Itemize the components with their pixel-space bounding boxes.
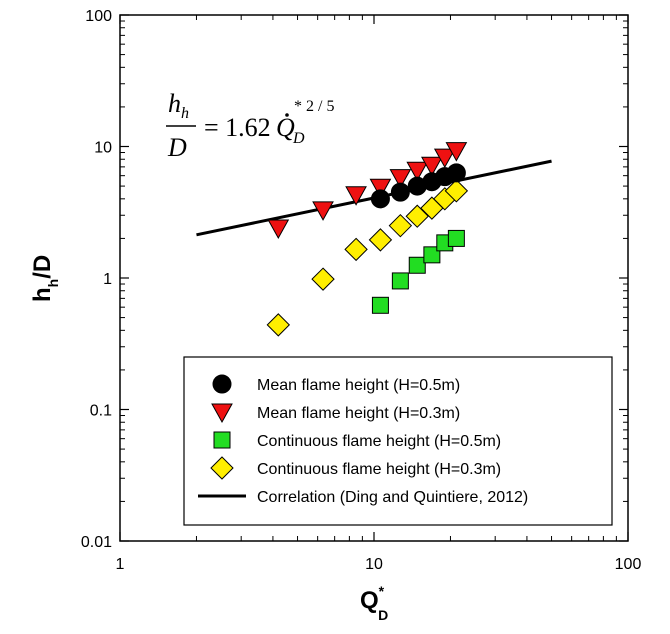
- axis-ticks: 1 10 100 0.01 0.1 1 10 100: [81, 8, 642, 573]
- legend-items: Mean flame height (H=0.5m) Mean flame hei…: [198, 374, 528, 506]
- data-point-square: [408, 256, 426, 274]
- data-point-square: [423, 246, 441, 264]
- data-point-square: [447, 229, 465, 247]
- y-axis-label: hh/D: [29, 255, 61, 302]
- data-point-triangle-down: [433, 148, 456, 169]
- data-point-triangle-down: [389, 169, 412, 189]
- legend-swatch-square: [213, 431, 231, 449]
- data-point-triangle-down: [312, 201, 334, 221]
- x-tick-label: 10: [365, 556, 383, 573]
- legend-label: Continuous flame height (H=0.3m): [257, 461, 501, 478]
- data-point-diamond: [266, 313, 291, 337]
- data-point-diamond: [405, 204, 429, 228]
- eq-rhs-coef: = 1.62: [204, 113, 271, 142]
- y-tick-label: 0.1: [90, 403, 112, 420]
- x-tick-label: 1: [116, 556, 125, 573]
- data-point-circle: [370, 189, 390, 209]
- legend-label: Mean flame height (H=0.3m): [257, 405, 460, 422]
- data-point-circle: [446, 163, 466, 183]
- legend-swatch-diamond: [210, 456, 234, 480]
- eq-rhs-var: Q: [276, 113, 295, 142]
- legend-label: Continuous flame height (H=0.5m): [257, 433, 501, 450]
- data-point-diamond: [444, 179, 469, 203]
- data-point-circle: [390, 182, 410, 202]
- y-tick-label: 1: [103, 271, 112, 288]
- legend-swatch-circle: [212, 374, 232, 394]
- equation-annotation: hh D = 1.62 Q D * 2 / 5: [166, 89, 334, 162]
- data-point-square: [371, 296, 389, 314]
- data-point-square: [391, 272, 409, 290]
- eq-rhs-var-sub: D: [292, 130, 305, 147]
- data-point-diamond: [388, 213, 413, 238]
- legend-label: Mean flame height (H=0.5m): [257, 377, 460, 394]
- x-tick-label: 100: [615, 556, 642, 573]
- data-point-diamond: [311, 267, 335, 291]
- legend-swatch-triangle-down: [211, 403, 233, 424]
- eq-dot-accent: [285, 113, 289, 117]
- data-point-triangle-down: [369, 178, 392, 199]
- data-point-triangle-down: [445, 142, 468, 162]
- data-point-triangle-down: [421, 156, 443, 177]
- data-markers: [266, 142, 469, 337]
- x-axis-label: Q* D: [360, 583, 388, 623]
- data-point-triangle-down: [267, 219, 290, 240]
- data-point-diamond: [344, 237, 368, 262]
- y-tick-label: 0.01: [81, 534, 112, 551]
- y-tick-label: 100: [85, 8, 112, 25]
- legend-box: [183, 356, 613, 526]
- data-point-triangle-down: [406, 161, 429, 182]
- eq-rhs-exp: * 2 / 5: [294, 98, 334, 115]
- data-point-diamond: [368, 228, 393, 252]
- eq-lhs-num: hh: [168, 89, 189, 122]
- y-tick-label: 10: [94, 140, 112, 157]
- legend: Mean flame height (H=0.5m) Mean flame hei…: [183, 356, 613, 526]
- legend-label: Correlation (Ding and Quintiere, 2012): [257, 489, 528, 506]
- data-point-triangle-down: [345, 186, 367, 206]
- eq-lhs-den: D: [167, 133, 187, 162]
